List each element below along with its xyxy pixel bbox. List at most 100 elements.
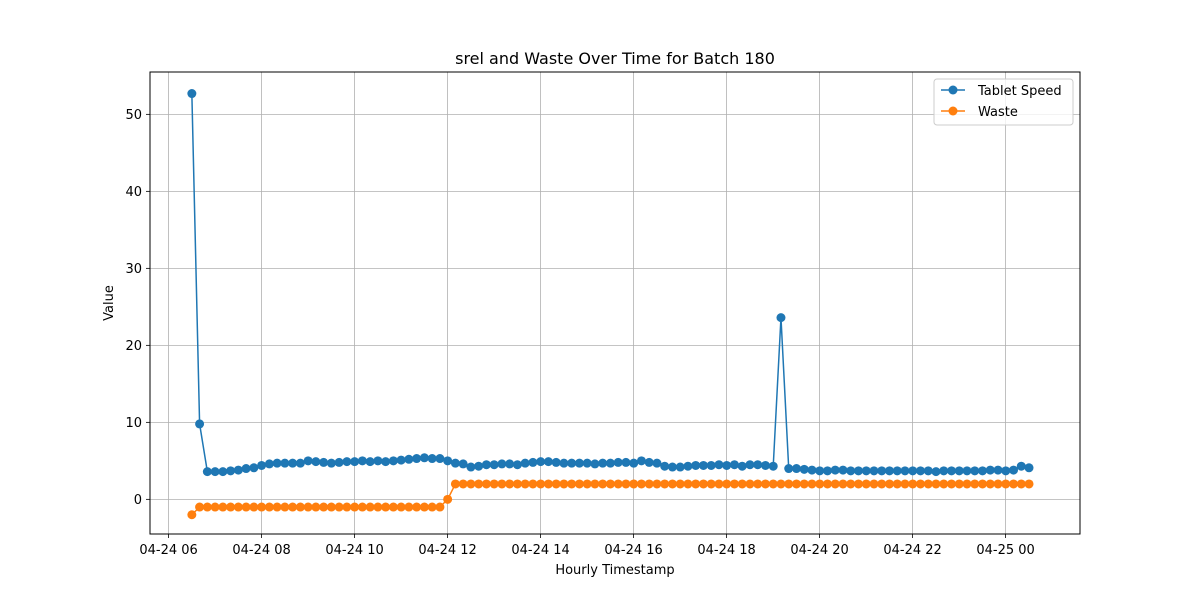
data-point-tablet-speed bbox=[388, 456, 398, 466]
data-point-tablet-speed bbox=[931, 467, 941, 477]
data-point-waste bbox=[241, 502, 251, 512]
data-point-waste bbox=[698, 479, 708, 489]
data-point-tablet-speed bbox=[582, 458, 592, 468]
data-point-tablet-speed bbox=[722, 460, 732, 470]
x-tick-label: 04-24 10 bbox=[325, 543, 383, 558]
data-point-waste bbox=[923, 479, 933, 489]
data-point-waste bbox=[722, 479, 732, 489]
data-point-tablet-speed bbox=[691, 460, 701, 470]
data-point-tablet-speed bbox=[528, 457, 538, 467]
data-point-waste bbox=[396, 502, 406, 512]
data-point-tablet-speed bbox=[706, 460, 716, 470]
data-point-tablet-speed bbox=[799, 464, 809, 474]
data-point-waste bbox=[815, 479, 825, 489]
data-point-tablet-speed bbox=[326, 458, 336, 468]
data-point-tablet-speed bbox=[970, 466, 980, 476]
data-point-tablet-speed bbox=[830, 465, 840, 475]
data-point-waste bbox=[621, 479, 631, 489]
data-point-waste bbox=[861, 479, 871, 489]
data-point-waste bbox=[753, 479, 763, 489]
data-point-waste bbox=[745, 479, 755, 489]
data-point-waste bbox=[528, 479, 538, 489]
legend-marker-waste bbox=[948, 106, 958, 116]
data-point-waste bbox=[311, 502, 321, 512]
data-point-waste bbox=[768, 479, 778, 489]
data-point-waste bbox=[675, 479, 685, 489]
data-point-waste bbox=[388, 502, 398, 512]
data-point-tablet-speed bbox=[760, 460, 770, 470]
data-point-tablet-speed bbox=[249, 463, 259, 473]
data-point-tablet-speed bbox=[753, 460, 763, 470]
data-point-waste bbox=[729, 479, 739, 489]
data-point-tablet-speed bbox=[396, 455, 406, 465]
y-tick-label: 0 bbox=[134, 493, 142, 508]
series-tablet-speed bbox=[187, 89, 1034, 477]
legend-marker-tablet-speed bbox=[948, 85, 958, 95]
data-point-waste bbox=[636, 479, 646, 489]
data-point-waste bbox=[288, 502, 298, 512]
data-point-tablet-speed bbox=[908, 466, 918, 476]
data-point-waste bbox=[1009, 479, 1019, 489]
data-point-tablet-speed bbox=[280, 458, 290, 468]
data-point-tablet-speed bbox=[846, 466, 856, 476]
data-point-tablet-speed bbox=[373, 456, 383, 466]
y-tick-label: 30 bbox=[125, 262, 142, 277]
legend-label-tablet-speed: Tablet Speed bbox=[977, 84, 1062, 99]
data-point-tablet-speed bbox=[714, 460, 724, 470]
data-point-tablet-speed bbox=[226, 466, 236, 476]
data-point-waste bbox=[280, 502, 290, 512]
data-point-waste bbox=[350, 502, 360, 512]
grid bbox=[150, 72, 1080, 534]
data-point-waste bbox=[412, 502, 422, 512]
data-point-tablet-speed bbox=[443, 456, 453, 466]
data-point-waste bbox=[714, 479, 724, 489]
x-tick-label: 04-24 06 bbox=[139, 543, 197, 558]
data-point-waste bbox=[737, 479, 747, 489]
data-point-tablet-speed bbox=[195, 419, 205, 429]
data-point-tablet-speed bbox=[962, 466, 972, 476]
data-point-tablet-speed bbox=[877, 466, 887, 476]
data-point-tablet-speed bbox=[241, 464, 251, 474]
data-point-tablet-speed bbox=[884, 466, 894, 476]
data-point-waste bbox=[202, 502, 212, 512]
data-point-waste bbox=[373, 502, 383, 512]
data-point-waste bbox=[830, 479, 840, 489]
data-point-tablet-speed bbox=[869, 466, 879, 476]
data-point-tablet-speed bbox=[319, 457, 329, 467]
data-point-tablet-speed bbox=[729, 460, 739, 470]
data-point-tablet-speed bbox=[218, 467, 228, 477]
data-point-waste bbox=[497, 479, 507, 489]
data-point-tablet-speed bbox=[311, 457, 321, 467]
data-point-tablet-speed bbox=[993, 465, 1003, 475]
data-point-tablet-speed bbox=[892, 466, 902, 476]
data-point-waste bbox=[892, 479, 902, 489]
data-point-waste bbox=[776, 479, 786, 489]
x-tick-label: 04-24 16 bbox=[604, 543, 662, 558]
data-point-waste bbox=[582, 479, 592, 489]
data-point-tablet-speed bbox=[505, 459, 515, 469]
data-point-waste bbox=[660, 479, 670, 489]
data-point-waste bbox=[257, 502, 267, 512]
data-point-tablet-speed bbox=[257, 460, 267, 470]
data-point-tablet-speed bbox=[350, 457, 360, 467]
x-tick-label: 04-24 22 bbox=[883, 543, 941, 558]
data-point-tablet-speed bbox=[853, 466, 863, 476]
data-point-tablet-speed bbox=[660, 461, 670, 471]
data-point-tablet-speed bbox=[605, 458, 615, 468]
data-point-waste bbox=[1016, 479, 1026, 489]
data-point-tablet-speed bbox=[985, 465, 995, 475]
data-point-waste bbox=[807, 479, 817, 489]
data-point-waste bbox=[505, 479, 515, 489]
data-point-waste bbox=[939, 479, 949, 489]
data-point-waste bbox=[342, 502, 352, 512]
data-point-waste bbox=[357, 502, 367, 512]
data-point-tablet-speed bbox=[947, 466, 956, 476]
data-point-waste bbox=[481, 479, 491, 489]
data-point-tablet-speed bbox=[954, 466, 964, 476]
data-point-tablet-speed bbox=[567, 458, 577, 468]
data-point-waste bbox=[419, 502, 429, 512]
data-point-waste bbox=[947, 479, 956, 489]
series-layer bbox=[187, 89, 1034, 520]
data-point-waste bbox=[652, 479, 662, 489]
data-point-tablet-speed bbox=[512, 460, 522, 470]
